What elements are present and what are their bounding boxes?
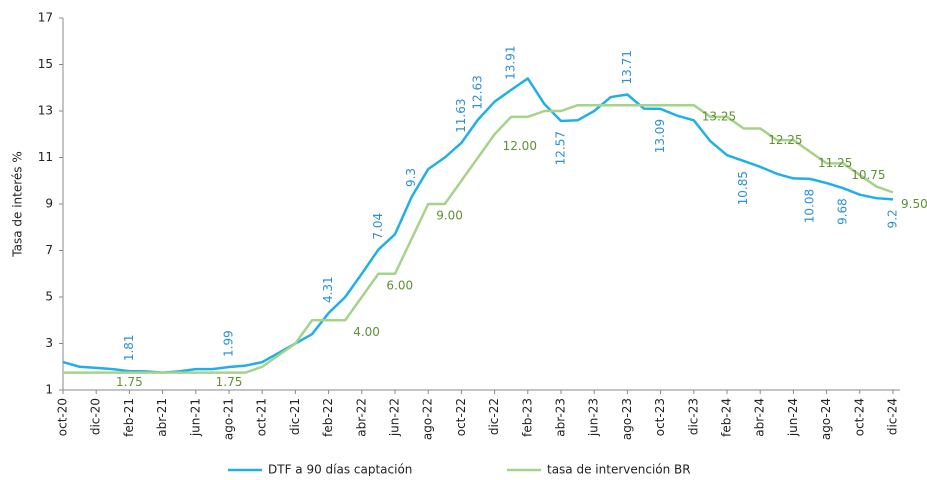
x-tick-label: ago-24 <box>819 398 833 440</box>
x-tick-label: oct-20 <box>56 398 70 436</box>
y-tick-label: 17 <box>38 11 53 25</box>
data-label: 11.25 <box>818 156 852 170</box>
data-label: 13.09 <box>653 119 667 153</box>
data-label: 12.63 <box>471 75 485 109</box>
x-tick-label: jun-23 <box>587 398 601 437</box>
data-label: 9.50 <box>901 197 927 211</box>
x-tick-label: jun-24 <box>786 398 800 437</box>
series-line <box>62 77 894 374</box>
x-tick-label: dic-21 <box>288 398 302 435</box>
legend-label: DTF a 90 días captación <box>268 463 412 477</box>
data-label: 13.71 <box>620 50 634 84</box>
y-tick-label: 7 <box>45 243 53 257</box>
y-tick-label: 3 <box>45 336 53 350</box>
data-label: 11.63 <box>454 98 468 132</box>
series-line <box>63 103 894 374</box>
x-tick-label: feb-21 <box>122 398 136 437</box>
data-label: 7.04 <box>371 213 385 240</box>
y-tick-label: 5 <box>45 290 53 304</box>
data-label: 9.00 <box>436 209 463 223</box>
data-label: 10.85 <box>736 171 750 205</box>
data-label: 1.75 <box>216 375 243 389</box>
data-label: 12.57 <box>554 131 568 165</box>
x-tick-label: oct-21 <box>255 398 269 436</box>
x-tick-label: abr-24 <box>753 398 767 437</box>
data-label: 10.08 <box>803 189 817 223</box>
data-label: 9.3 <box>404 168 418 187</box>
y-tick-label: 1 <box>45 383 53 397</box>
y-tick-label: 15 <box>38 57 53 71</box>
data-label: 6.00 <box>386 278 413 292</box>
x-tick-label: feb-24 <box>720 398 734 437</box>
x-tick-label: abr-21 <box>155 398 169 437</box>
x-tick-label: ago-21 <box>222 398 236 440</box>
data-label: 9.2 <box>886 209 900 228</box>
x-tick-label: dic-22 <box>487 398 501 435</box>
x-tick-label: abr-23 <box>554 398 568 437</box>
data-label: 4.00 <box>353 325 380 339</box>
x-tick-label: abr-22 <box>354 398 368 437</box>
x-tick-label: oct-22 <box>454 398 468 436</box>
data-label: 13.25 <box>702 110 736 124</box>
x-tick-label: feb-23 <box>520 398 534 437</box>
x-tick-label: dic-23 <box>686 398 700 435</box>
data-label: 4.31 <box>321 276 335 303</box>
y-axis-title: Tasa de interés % <box>11 151 25 257</box>
x-tick-label: ago-23 <box>620 398 634 440</box>
x-tick-label: jun-22 <box>388 398 402 437</box>
data-label: 13.91 <box>504 45 518 79</box>
data-label: 9.68 <box>836 198 850 225</box>
data-label: 1.75 <box>116 375 143 389</box>
data-label: 1.81 <box>122 334 136 361</box>
x-tick-label: oct-23 <box>653 398 667 436</box>
y-tick-label: 11 <box>38 150 53 164</box>
data-label: 10.75 <box>851 168 885 182</box>
x-tick-label: dic-24 <box>886 398 900 435</box>
x-tick-label: dic-20 <box>89 398 103 435</box>
legend-label: tasa de intervención BR <box>547 463 691 477</box>
data-label: 12.00 <box>503 139 537 153</box>
x-tick-label: feb-22 <box>321 398 335 437</box>
x-tick-label: jun-21 <box>188 398 202 437</box>
x-tick-label: ago-22 <box>421 398 435 440</box>
data-label: 12.25 <box>768 133 802 147</box>
y-tick-label: 9 <box>45 197 53 211</box>
y-tick-label: 13 <box>38 104 53 118</box>
x-tick-label: oct-24 <box>852 398 866 436</box>
data-label: 1.99 <box>222 330 236 357</box>
